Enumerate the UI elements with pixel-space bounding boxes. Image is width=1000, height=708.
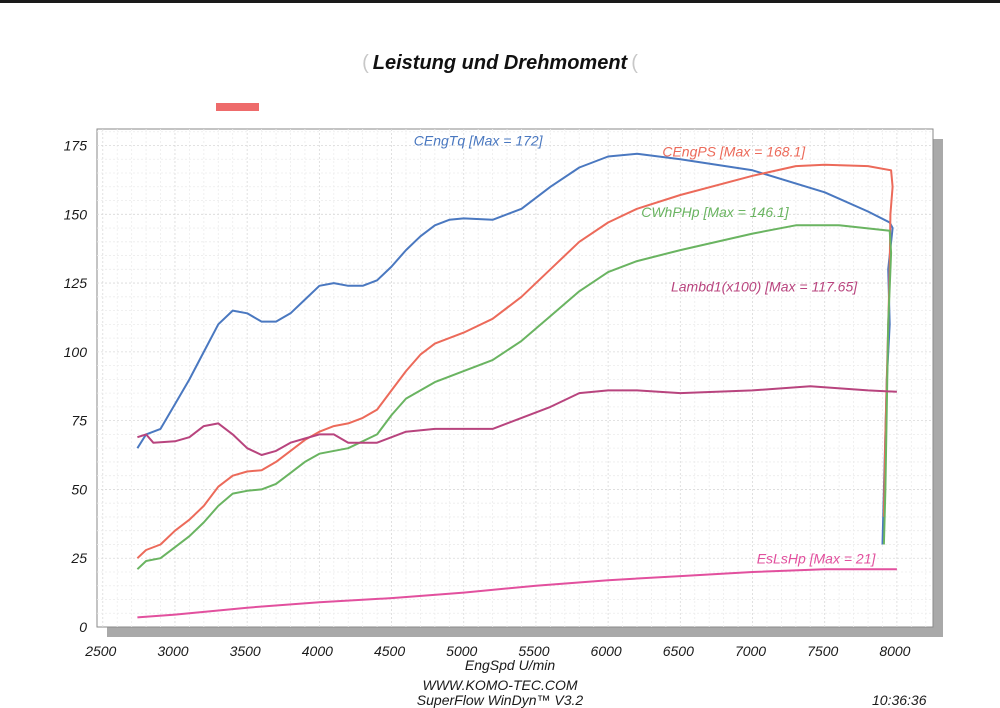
x-tick-label: 7500 <box>807 643 838 659</box>
x-tick-label: 8000 <box>879 643 910 659</box>
y-tick-label: 50 <box>71 481 87 497</box>
series-label-cengtq: CEngTq [Max = 172] <box>414 133 544 149</box>
y-tick-label: 100 <box>64 344 88 360</box>
y-tick-label: 75 <box>71 413 87 429</box>
x-axis-ticks: 2500 3000 3500 4000 4500 5000 5500 6000 6500 7000… <box>84 643 910 659</box>
series-label-cwhphp: CWhPHp [Max = 146.1] <box>641 204 790 220</box>
x-axis-label: EngSpd U/min <box>465 657 555 673</box>
title-text: Leistung und Drehmoment <box>372 52 628 74</box>
x-tick-label: 5500 <box>518 643 549 659</box>
grid <box>97 129 933 627</box>
y-tick-label: 150 <box>64 206 88 222</box>
series-label-lambd1-x100-: Lambd1(x100) [Max = 117.65] <box>671 278 858 294</box>
x-tick-label: 2500 <box>84 643 116 659</box>
y-tick-label: 0 <box>79 619 87 635</box>
title-color-swatch <box>216 103 259 111</box>
plot-shadow-bottom <box>107 627 943 637</box>
y-tick-label: 125 <box>64 275 88 291</box>
series-label-eslshp: EsLsHp [Max = 21] <box>757 551 877 567</box>
series-line-cwhphp <box>136 224 893 570</box>
title-bracket-left: ( <box>362 52 369 74</box>
y-tick-label: 25 <box>70 550 87 566</box>
x-tick-label: 6500 <box>663 643 694 659</box>
series-lines <box>136 152 897 619</box>
x-tick-label: 5000 <box>446 643 477 659</box>
x-tick-label: 4000 <box>302 643 333 659</box>
scan-top-edge <box>0 0 1000 3</box>
series-line-cengps <box>136 163 894 559</box>
chart-title: (Leistung und Drehmoment( <box>0 52 1000 75</box>
footer-time: 10:36:36 <box>872 692 927 708</box>
series-labels: CEngTq [Max = 172] CEngPS [Max = 168.1] CW… <box>414 133 877 567</box>
title-bracket-right: ( <box>631 52 638 74</box>
footer-url: WWW.KOMO-TEC.COM <box>422 677 578 693</box>
series-line-eslshp <box>137 568 897 619</box>
x-tick-label: 3000 <box>157 643 188 659</box>
y-axis-ticks: 0 25 50 75 100 125 150 175 <box>64 138 88 635</box>
series-label-cengps: CEngPS [Max = 168.1] <box>662 144 806 160</box>
footer-software: SuperFlow WinDyn™ V3.2 <box>416 692 584 708</box>
x-tick-label: 6000 <box>591 643 622 659</box>
y-tick-label: 175 <box>64 138 88 154</box>
plot-shadow-right <box>933 139 943 637</box>
series-line-lambd1-x100- <box>137 385 897 456</box>
x-tick-label: 4500 <box>374 643 405 659</box>
x-tick-label: 7000 <box>735 643 766 659</box>
x-tick-label: 3500 <box>230 643 261 659</box>
